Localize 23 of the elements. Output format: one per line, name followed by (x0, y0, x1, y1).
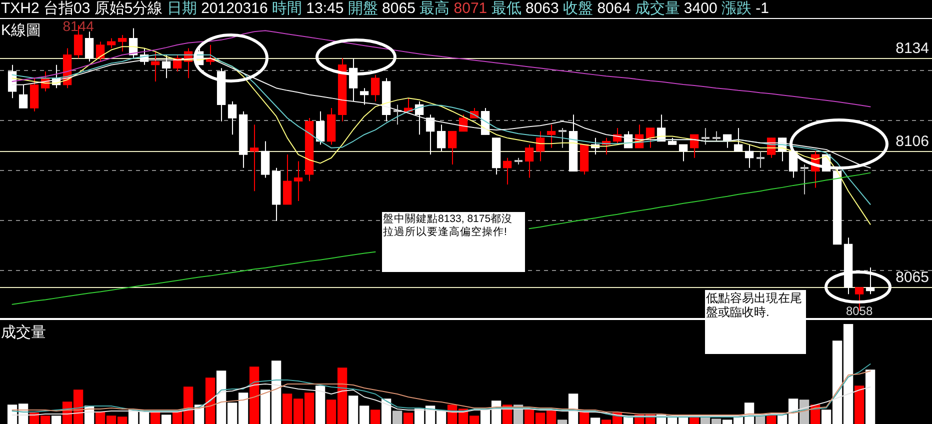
bar (205, 378, 216, 424)
annotation: 盤中關鍵點8133, 8175都沒拉過所以要逢高偏空操作! (383, 213, 514, 239)
bar (590, 418, 600, 424)
bar (865, 370, 876, 424)
annotation: 8144 (62, 18, 94, 34)
bar (51, 416, 62, 424)
bar (315, 386, 326, 424)
chart-subtitle: K線圖 (1, 21, 42, 40)
chart-title: TXH2 台指03 原始5分線 日期 20120316 時間 13:45 開盤 8065 最高 8071 最低 8063 收盤 8064 成交量 3400 漲跌 -1 (1, 0, 769, 17)
annotation: 8058 (846, 304, 873, 318)
y-tick-label: 8134 (896, 40, 929, 57)
bar (392, 410, 402, 424)
bar (403, 412, 414, 424)
bar (249, 366, 260, 424)
y-tick-label: 8065 (896, 269, 929, 286)
bar (161, 414, 172, 424)
chart-title: 成交量 (1, 323, 46, 342)
bar (854, 386, 864, 424)
bar (557, 420, 568, 424)
annotation: 低點容易出現在尾盤或臨收時. (706, 291, 803, 319)
bar (370, 410, 380, 424)
bar (381, 398, 392, 424)
y-tick-label: 8106 (896, 132, 929, 150)
